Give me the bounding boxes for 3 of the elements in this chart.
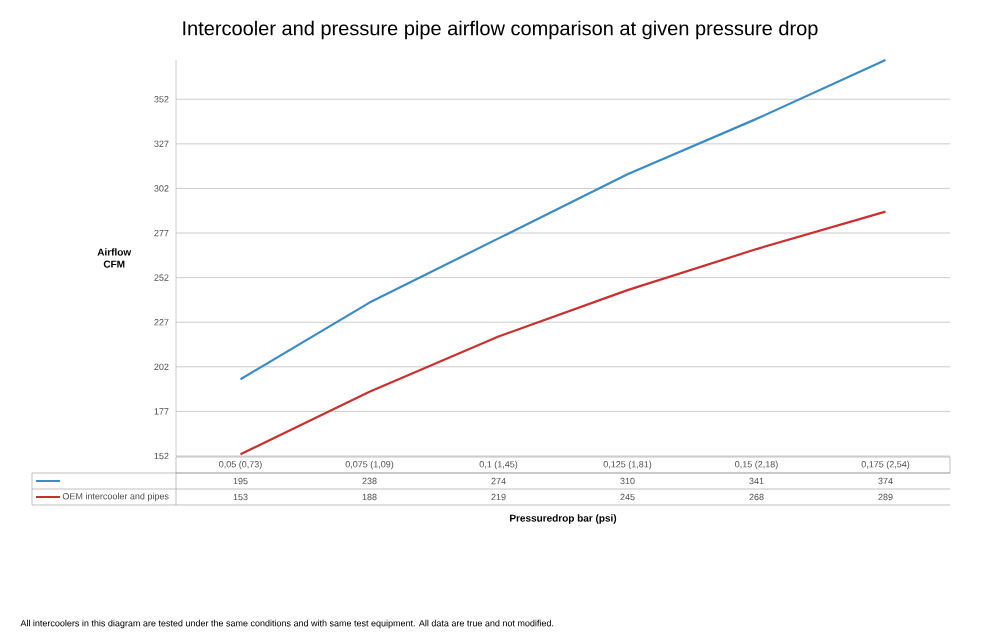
line-series xyxy=(239,210,887,456)
chart-title: Intercooler and pressure pipe airflow comparison at given pressure drop xyxy=(183,20,818,40)
line-series xyxy=(239,58,887,381)
